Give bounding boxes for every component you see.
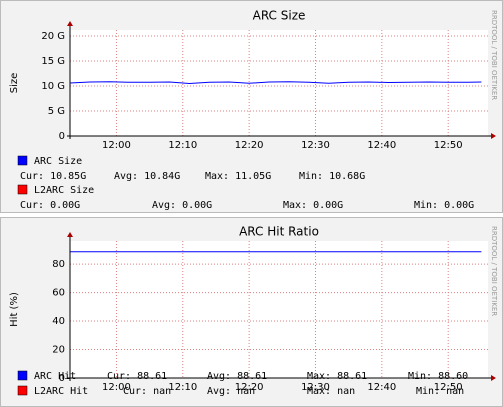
legend-label: L2ARC Size [34, 185, 94, 196]
legend-swatch [17, 385, 28, 396]
legend-stat: Avg: 88.61 [207, 371, 267, 382]
chart-title: ARC Size [253, 9, 306, 23]
axis-arrow [67, 21, 73, 26]
axis-arrow [491, 375, 496, 381]
legend-stat: Cur: 88.61 [107, 371, 167, 382]
x-tick-label: 12:20 [235, 140, 264, 151]
y-tick-label: 15 G [41, 56, 65, 67]
chart-title: ARC Hit Ratio [239, 225, 319, 239]
legend-label: L2ARC Hit [34, 386, 88, 397]
legend-stat: Min: 10.68G [299, 171, 365, 182]
x-tick-label: 12:40 [367, 382, 396, 393]
series-line [69, 81, 482, 85]
y-tick-label: 0 [59, 373, 65, 384]
x-tick-label: 12:50 [434, 140, 463, 151]
legend-swatch [17, 184, 28, 195]
y-axis-label: Hit (%) [9, 292, 20, 327]
x-tick-label: 12:10 [168, 382, 197, 393]
y-tick-label: 10 G [41, 81, 65, 92]
x-tick-label: 12:40 [367, 140, 396, 151]
legend-stat: Cur: nan [123, 386, 171, 397]
legend-stat: Max: 11.05G [205, 171, 271, 182]
legend-stat: Cur: 10.85G [20, 171, 86, 182]
watermark: RRDTOOL / TOBI OETIKER [490, 10, 498, 100]
legend-stat: Max: nan [307, 386, 355, 397]
legend-swatch [17, 370, 28, 381]
plot-area [70, 241, 488, 378]
axis-arrow [67, 232, 73, 237]
y-tick-label: 20 G [41, 31, 65, 42]
legend-stat: Min: nan [416, 386, 464, 397]
legend-stat: Cur: 0.00G [20, 200, 80, 211]
y-tick-label: 80 [52, 259, 65, 270]
x-tick-label: 12:20 [235, 382, 264, 393]
legend-swatch [17, 155, 28, 166]
axis-arrow [491, 133, 496, 139]
legend-stat: Avg: 0.00G [152, 200, 212, 211]
plot-area [70, 30, 488, 136]
legend-stat: Max: 88.61 [307, 371, 367, 382]
legend-label: ARC Size [34, 156, 82, 167]
x-tick-label: 12:00 [102, 382, 131, 393]
x-tick-label: 12:00 [102, 140, 131, 151]
legend-stat: Max: 0.00G [283, 200, 343, 211]
legend-stat: Min: 0.00G [414, 200, 474, 211]
legend-label: ARC Hit [34, 371, 76, 382]
legend-stat: Avg: nan [207, 386, 255, 397]
legend-stat: Avg: 10.84G [114, 171, 180, 182]
x-tick-label: 12:30 [301, 140, 330, 151]
y-axis-label: Size [9, 73, 20, 94]
y-tick-label: 20 [52, 345, 65, 356]
y-tick-label: 5 G [48, 106, 65, 117]
y-tick-label: 40 [52, 316, 65, 327]
legend-stat: Min: 88.60 [408, 371, 468, 382]
x-tick-label: 12:10 [168, 140, 197, 151]
x-tick-label: 12:50 [434, 382, 463, 393]
x-tick-label: 12:30 [301, 382, 330, 393]
watermark: RRDTOOL / TOBI OETIKER [490, 226, 498, 316]
y-tick-label: 0 [59, 131, 65, 142]
y-tick-label: 60 [52, 288, 65, 299]
